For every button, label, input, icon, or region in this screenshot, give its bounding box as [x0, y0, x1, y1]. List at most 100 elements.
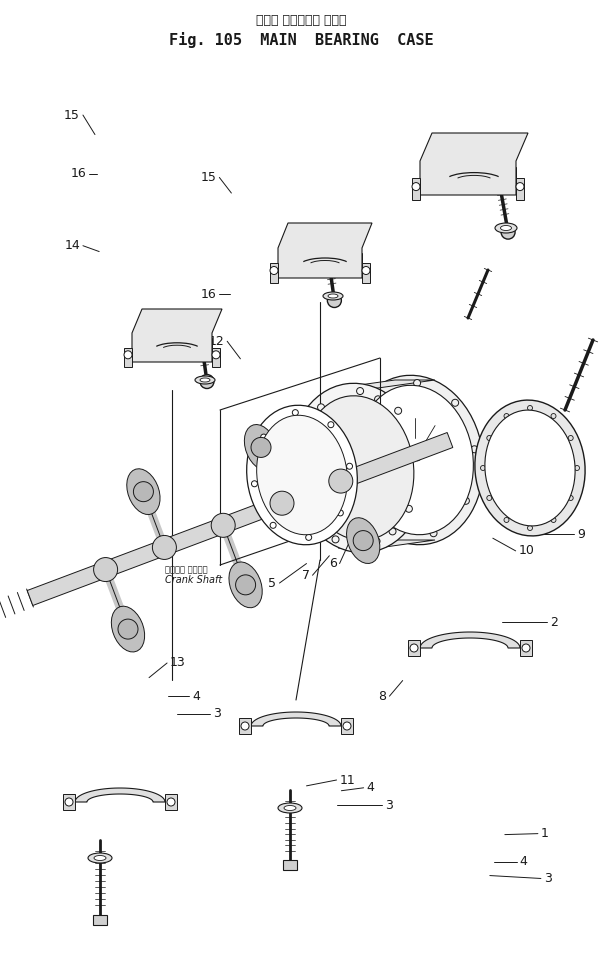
Ellipse shape	[257, 415, 347, 534]
Circle shape	[328, 421, 334, 428]
Circle shape	[211, 513, 235, 537]
Circle shape	[412, 182, 420, 190]
Polygon shape	[520, 640, 532, 656]
Text: クランク シャフト: クランク シャフト	[165, 566, 207, 574]
Circle shape	[374, 396, 382, 403]
Circle shape	[516, 182, 524, 190]
Polygon shape	[516, 178, 524, 200]
Polygon shape	[111, 606, 145, 652]
Polygon shape	[283, 860, 297, 870]
Circle shape	[94, 558, 118, 581]
Circle shape	[65, 798, 73, 806]
Circle shape	[329, 469, 353, 493]
Circle shape	[487, 495, 492, 500]
Circle shape	[575, 465, 579, 471]
Polygon shape	[124, 348, 132, 367]
Ellipse shape	[88, 853, 112, 863]
Polygon shape	[251, 712, 341, 726]
Circle shape	[332, 536, 339, 543]
Polygon shape	[338, 540, 435, 548]
Text: 6: 6	[329, 557, 337, 570]
Circle shape	[270, 266, 278, 275]
Ellipse shape	[278, 803, 302, 813]
Ellipse shape	[246, 406, 358, 545]
Circle shape	[153, 535, 177, 560]
Polygon shape	[362, 263, 370, 283]
Ellipse shape	[495, 223, 517, 233]
Text: 1: 1	[541, 827, 549, 840]
Polygon shape	[278, 223, 372, 278]
Polygon shape	[63, 794, 75, 810]
Circle shape	[413, 379, 421, 386]
Circle shape	[406, 505, 412, 512]
Circle shape	[251, 481, 257, 487]
Circle shape	[359, 492, 365, 499]
Text: 5: 5	[269, 576, 276, 590]
Text: Fig. 105  MAIN  BEARING  CASE: Fig. 105 MAIN BEARING CASE	[169, 32, 433, 48]
Circle shape	[343, 722, 351, 730]
Circle shape	[353, 530, 373, 551]
Circle shape	[451, 400, 459, 407]
Circle shape	[551, 413, 556, 418]
Circle shape	[261, 434, 267, 440]
Text: 4: 4	[367, 781, 374, 795]
Polygon shape	[93, 915, 107, 925]
Ellipse shape	[195, 376, 215, 384]
Ellipse shape	[328, 294, 338, 298]
Circle shape	[328, 293, 341, 307]
Circle shape	[212, 351, 220, 359]
Text: 11: 11	[340, 773, 355, 787]
Circle shape	[167, 798, 175, 806]
Circle shape	[292, 410, 298, 415]
Polygon shape	[75, 788, 165, 802]
Text: 15: 15	[64, 108, 80, 122]
Polygon shape	[341, 718, 353, 734]
Circle shape	[504, 518, 509, 523]
Circle shape	[471, 446, 478, 452]
Ellipse shape	[94, 855, 106, 861]
Polygon shape	[239, 718, 251, 734]
Text: 2: 2	[550, 615, 558, 629]
Ellipse shape	[284, 805, 296, 810]
Text: 7: 7	[302, 568, 310, 582]
Ellipse shape	[302, 396, 414, 540]
Polygon shape	[408, 640, 420, 656]
Circle shape	[389, 527, 396, 535]
Text: 3: 3	[385, 799, 392, 812]
Circle shape	[251, 438, 271, 457]
Text: 3: 3	[213, 707, 221, 721]
Text: 13: 13	[170, 656, 186, 670]
Circle shape	[504, 413, 509, 418]
Text: 14: 14	[64, 239, 80, 253]
Text: 16: 16	[70, 167, 86, 180]
Circle shape	[347, 463, 353, 469]
Polygon shape	[420, 632, 520, 648]
Text: メイン ベアリング ケース: メイン ベアリング ケース	[256, 14, 346, 27]
Text: 12: 12	[209, 334, 224, 348]
Circle shape	[487, 436, 492, 441]
Ellipse shape	[200, 378, 210, 382]
Circle shape	[362, 266, 370, 275]
Ellipse shape	[323, 292, 343, 300]
Circle shape	[462, 497, 469, 504]
Polygon shape	[338, 380, 435, 388]
Circle shape	[241, 722, 249, 730]
Polygon shape	[295, 428, 315, 508]
Circle shape	[302, 500, 308, 508]
Circle shape	[568, 495, 573, 500]
Text: Crank Shaft: Crank Shaft	[165, 575, 222, 585]
Circle shape	[133, 482, 153, 502]
Circle shape	[306, 534, 312, 540]
Polygon shape	[347, 518, 380, 564]
Ellipse shape	[347, 375, 483, 545]
Ellipse shape	[475, 400, 585, 536]
Circle shape	[236, 575, 255, 595]
Circle shape	[410, 644, 418, 652]
Circle shape	[395, 408, 401, 414]
Ellipse shape	[501, 225, 511, 230]
Polygon shape	[212, 348, 220, 367]
Text: 8: 8	[379, 689, 386, 703]
Circle shape	[414, 453, 421, 461]
Text: 10: 10	[519, 544, 534, 558]
Ellipse shape	[356, 385, 474, 534]
